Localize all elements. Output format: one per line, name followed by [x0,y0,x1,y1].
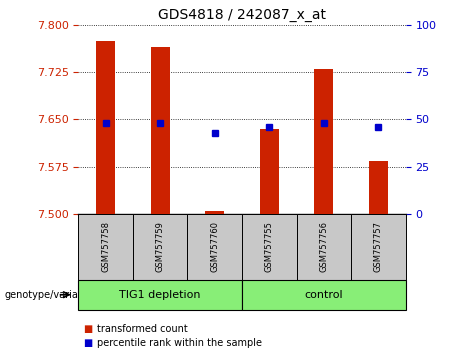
Text: GSM757756: GSM757756 [319,221,328,273]
Bar [369,160,388,214]
Title: GDS4818 / 242087_x_at: GDS4818 / 242087_x_at [158,8,326,22]
Bar [260,129,279,214]
Text: control: control [305,290,343,300]
Text: percentile rank within the sample: percentile rank within the sample [97,338,262,348]
Bar [151,47,170,214]
Text: GSM757760: GSM757760 [210,221,219,273]
Bar [205,211,225,214]
Text: GSM757757: GSM757757 [374,221,383,273]
Text: genotype/variation: genotype/variation [5,290,97,300]
Text: GSM757758: GSM757758 [101,221,110,273]
Bar [96,41,115,214]
Text: GSM757755: GSM757755 [265,222,274,272]
Text: ■: ■ [83,338,92,348]
Text: ■: ■ [83,324,92,334]
Bar [314,69,333,214]
Text: transformed count: transformed count [97,324,188,334]
Text: TIG1 depletion: TIG1 depletion [119,290,201,300]
Text: GSM757759: GSM757759 [156,222,165,272]
